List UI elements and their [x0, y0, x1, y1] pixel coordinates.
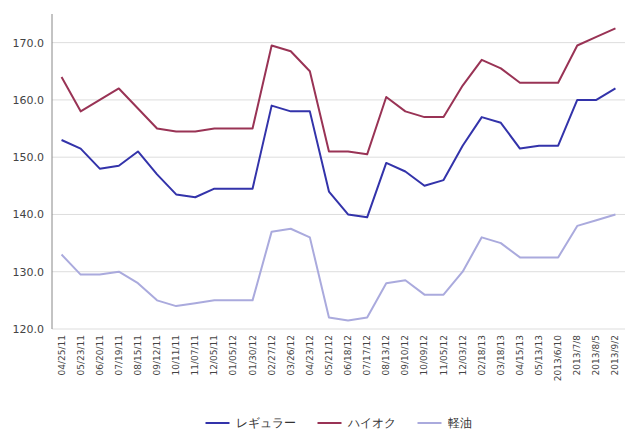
x-tick-label: 2013/7/8 [572, 335, 582, 376]
legend-item: レギュラー [206, 416, 296, 430]
x-tick-label: 03/18/13 [496, 335, 506, 375]
series-line [62, 28, 616, 154]
grid-line [52, 157, 625, 158]
x-tick-label: 03/26/12 [286, 335, 296, 375]
x-tick-label: 12/03/12 [458, 335, 468, 375]
x-tick-label: 05/21/12 [324, 335, 334, 375]
series-line [62, 88, 616, 217]
x-tick-label: 11/07/11 [190, 335, 200, 375]
grid-line [52, 99, 625, 100]
legend-swatch [418, 422, 442, 424]
legend-swatch [206, 422, 230, 424]
series-lines [62, 28, 616, 320]
legend-label: レギュラー [236, 416, 296, 430]
x-tick-label: 02/18/13 [477, 335, 487, 375]
y-tick-label: 120.0 [13, 323, 45, 336]
x-tick-label: 11/05/12 [439, 335, 449, 375]
y-tick-label: 140.0 [13, 208, 45, 221]
series-line [62, 214, 616, 320]
x-axis: 04/25/11 05/23/11 06/20/11 07/19/11 08/15/11… [57, 335, 621, 381]
x-tick-label: 2013/8/5 [591, 335, 601, 375]
y-tick-label: 160.0 [13, 94, 45, 107]
grid [52, 43, 625, 329]
grid-line [52, 42, 625, 43]
x-tick-label: 07/17/12 [362, 335, 372, 375]
x-tick-label: 04/23/12 [305, 335, 315, 375]
grid-line [52, 329, 625, 330]
y-tick-label: 170.0 [13, 37, 45, 50]
x-tick-label: 10/09/12 [419, 335, 429, 375]
grid-line [52, 271, 625, 272]
legend-label: 軽油 [448, 416, 472, 430]
x-tick-label: 01/05/12 [228, 335, 238, 375]
x-tick-label: 2013/9/2 [610, 335, 620, 375]
x-tick-label: 04/15/13 [515, 335, 525, 375]
x-tick-label: 02/27/12 [267, 335, 277, 375]
chart: 120.0 130.0 140.0 150.0 160.0 170.0 04/25/11 05… [0, 0, 640, 437]
x-tick-label: 08/13/12 [381, 335, 391, 375]
legend-item: 軽油 [418, 416, 472, 430]
x-tick-label: 09/10/12 [400, 335, 410, 375]
legend-label: ハイオク [347, 416, 396, 430]
x-tick-label: 06/18/12 [343, 335, 353, 375]
x-tick-label: 10/11/11 [171, 335, 181, 375]
x-tick-label: 01/30/12 [248, 335, 258, 375]
x-tick-label: 09/12/11 [152, 335, 162, 375]
x-tick-label: 06/20/11 [95, 335, 105, 375]
legend-item: ハイオク [318, 416, 396, 430]
y-axis: 120.0 130.0 140.0 150.0 160.0 170.0 [13, 14, 53, 336]
x-tick-label: 2013/6/10 [553, 335, 563, 381]
y-axis-line [52, 14, 53, 329]
x-tick-label: 05/23/11 [76, 335, 86, 375]
x-tick-label: 08/15/11 [133, 335, 143, 375]
legend: レギュラー ハイオク 軽油 [206, 416, 472, 430]
y-tick-label: 130.0 [13, 266, 45, 279]
x-tick-label: 12/05/11 [209, 335, 219, 375]
x-tick-label: 04/25/11 [57, 335, 67, 375]
x-tick-label: 05/13/13 [534, 335, 544, 375]
x-tick-label: 07/19/11 [114, 335, 124, 375]
y-tick-label: 150.0 [13, 151, 45, 164]
legend-swatch [318, 422, 342, 424]
grid-line [52, 214, 625, 215]
